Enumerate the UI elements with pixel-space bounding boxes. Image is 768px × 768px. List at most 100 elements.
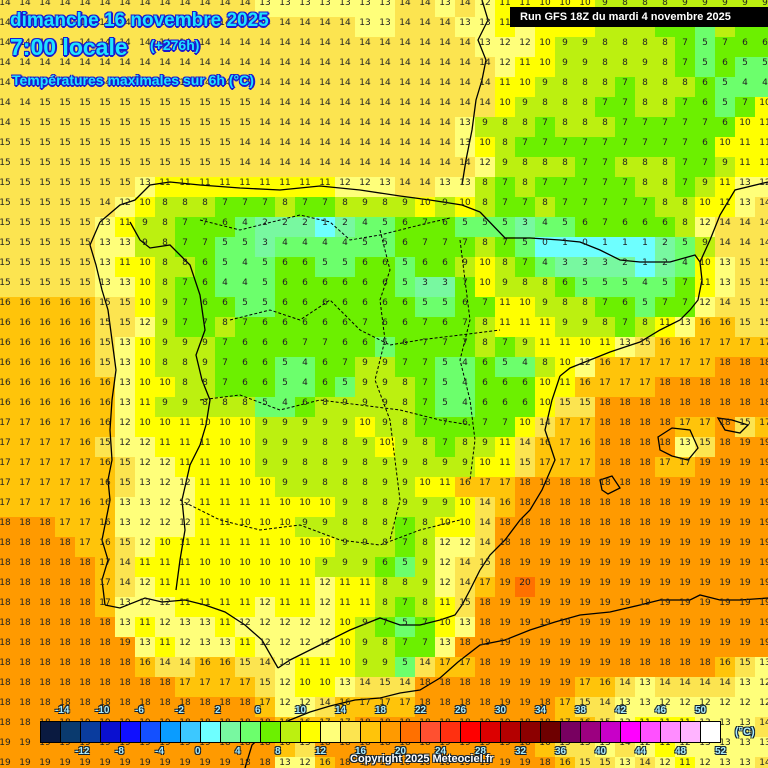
grid-value: 18 (519, 478, 531, 488)
grid-value: 5 (262, 278, 268, 288)
grid-value: 13 (439, 0, 451, 8)
grid-cell (715, 317, 735, 337)
grid-value: 4 (242, 218, 248, 228)
grid-value: 10 (219, 458, 231, 468)
grid-value: 19 (759, 538, 768, 548)
grid-value: 18 (539, 498, 551, 508)
grid-value: 14 (219, 58, 231, 68)
grid-value: 9 (302, 418, 308, 428)
grid-value: 15 (239, 658, 251, 668)
grid-value: 6 (702, 78, 708, 88)
grid-value: 15 (119, 478, 131, 488)
grid-value: 10 (259, 478, 271, 488)
grid-value: 6 (302, 258, 308, 268)
grid-cell (575, 437, 595, 457)
grid-cell (215, 477, 235, 497)
grid-value: 17 (79, 478, 91, 488)
grid-value: 12 (139, 518, 151, 528)
grid-cell (735, 477, 755, 497)
grid-value: 6 (522, 398, 528, 408)
grid-value: 9 (362, 558, 368, 568)
grid-cell (715, 457, 735, 477)
grid-value: 19 (759, 518, 768, 528)
grid-cell (175, 0, 195, 17)
grid-value: 10 (219, 578, 231, 588)
grid-value: 10 (459, 518, 471, 528)
grid-value: 11 (159, 638, 171, 648)
grid-value: 19 (539, 678, 551, 688)
grid-cell (15, 177, 35, 197)
grid-value: 7 (702, 158, 708, 168)
grid-cell (135, 97, 155, 117)
grid-value: 6 (342, 298, 348, 308)
grid-cell (55, 537, 75, 557)
grid-cell (275, 477, 295, 497)
grid-cell (415, 37, 435, 57)
grid-value: 9 (202, 358, 208, 368)
grid-value: 14 (399, 138, 411, 148)
grid-cell (55, 237, 75, 257)
grid-cell (0, 537, 15, 557)
grid-value: 8 (342, 518, 348, 528)
grid-value: 19 (599, 598, 611, 608)
grid-value: 10 (139, 258, 151, 268)
grid-cell (55, 497, 75, 517)
grid-value: 7 (682, 58, 688, 68)
grid-value: 19 (579, 618, 591, 628)
grid-value: 8 (662, 98, 668, 108)
grid-value: 18 (659, 638, 671, 648)
grid-cell (675, 477, 695, 497)
grid-value: 5 (402, 558, 408, 568)
grid-value: 16 (219, 658, 231, 668)
grid-value: 5 (462, 218, 468, 228)
grid-value: 12 (439, 558, 451, 568)
grid-value: 8 (582, 298, 588, 308)
grid-cell (435, 457, 455, 477)
grid-value: 15 (199, 158, 211, 168)
grid-value: 15 (19, 158, 31, 168)
grid-value: 8 (362, 478, 368, 488)
grid-value: 8 (422, 598, 428, 608)
grid-value: 8 (582, 78, 588, 88)
grid-value: 10 (279, 558, 291, 568)
grid-value: 14 (319, 698, 331, 708)
grid-value: 17 (639, 358, 651, 368)
grid-value: 17 (39, 458, 51, 468)
grid-cell (575, 517, 595, 537)
grid-value: 17 (619, 358, 631, 368)
grid-value: 10 (439, 518, 451, 528)
grid-cell (495, 277, 515, 297)
grid-value: 7 (462, 338, 468, 348)
grid-value: 15 (59, 238, 71, 248)
grid-value: 7 (662, 298, 668, 308)
grid-value: 18 (739, 398, 751, 408)
grid-value: 4 (542, 218, 548, 228)
grid-value: 14 (319, 98, 331, 108)
legend-swatch (601, 722, 621, 742)
grid-value: 19 (499, 638, 511, 648)
grid-value: 9 (442, 498, 448, 508)
grid-value: 13 (119, 378, 131, 388)
grid-value: 16 (39, 378, 51, 388)
grid-value: 17 (639, 378, 651, 388)
grid-value: 12 (759, 698, 768, 708)
grid-value: 18 (39, 678, 51, 688)
grid-value: 12 (699, 298, 711, 308)
grid-value: 18 (539, 758, 551, 768)
grid-value: 14 (0, 0, 11, 8)
grid-value: 14 (339, 118, 351, 128)
legend-swatch (241, 722, 261, 742)
grid-value: 14 (439, 138, 451, 148)
grid-cell (615, 97, 635, 117)
grid-value: 17 (0, 498, 11, 508)
grid-cell (215, 257, 235, 277)
grid-cell (515, 157, 535, 177)
grid-value: 14 (339, 158, 351, 168)
grid-cell (335, 437, 355, 457)
grid-value: 7 (622, 198, 628, 208)
grid-value: 8 (662, 38, 668, 48)
grid-cell (335, 257, 355, 277)
grid-value: 19 (719, 458, 731, 468)
grid-value: 9 (342, 458, 348, 468)
grid-cell (695, 377, 715, 397)
